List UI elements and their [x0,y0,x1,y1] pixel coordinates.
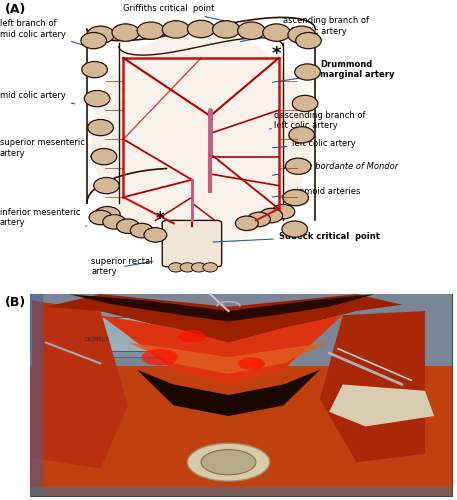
Polygon shape [128,342,329,374]
Circle shape [238,22,265,40]
Text: *: * [156,210,164,228]
Circle shape [103,214,126,229]
Circle shape [87,26,114,44]
Text: (A): (A) [5,3,26,16]
Circle shape [285,158,311,174]
Text: descending branch of
left colic artery: descending branch of left colic artery [270,110,366,130]
Circle shape [117,219,139,234]
Text: sigmoid arteries: sigmoid arteries [272,187,361,197]
Bar [59,318,219,351]
Polygon shape [69,294,375,322]
Circle shape [142,349,178,366]
Text: left branch of
mid colic artery: left branch of mid colic artery [0,20,84,46]
Circle shape [295,64,320,80]
Circle shape [292,96,318,112]
Text: ascending branch of
left colic artery: ascending branch of left colic artery [240,16,369,42]
Circle shape [289,126,314,143]
Circle shape [283,190,308,206]
Polygon shape [32,300,128,468]
Circle shape [169,262,183,272]
Text: Griffiths critical  point: Griffiths critical point [123,4,226,21]
Circle shape [82,62,107,78]
Circle shape [263,24,290,42]
Circle shape [137,22,165,40]
Text: superior rectal
artery: superior rectal artery [91,257,153,276]
Text: Arcade bordante of Mondor: Arcade bordante of Mondor [272,162,399,175]
Circle shape [248,212,271,226]
Bar [30,488,452,496]
Text: *: * [272,44,281,62]
Bar [30,294,452,370]
Text: inferior mesenteric
artery: inferior mesenteric artery [0,208,87,227]
Polygon shape [320,311,425,462]
Circle shape [238,357,265,370]
Circle shape [296,32,321,48]
Circle shape [112,24,139,42]
Text: Drummond
marginal artery: Drummond marginal artery [272,60,394,82]
Circle shape [144,228,167,242]
Polygon shape [137,370,320,416]
Circle shape [288,26,315,44]
Circle shape [91,148,117,164]
Text: superior mesenteric
artery: superior mesenteric artery [0,138,91,158]
Circle shape [260,208,282,223]
Circle shape [235,216,258,230]
Bar [30,294,43,496]
Circle shape [191,262,206,272]
Ellipse shape [91,30,311,248]
Polygon shape [101,315,343,384]
Text: Sudeck critical  point: Sudeck critical point [213,232,380,242]
Circle shape [81,32,106,48]
Circle shape [162,20,190,38]
Circle shape [178,330,206,342]
Text: OLYMPUS: OLYMPUS [85,338,110,342]
FancyBboxPatch shape [162,220,222,267]
Circle shape [213,20,240,38]
Circle shape [130,224,153,238]
Circle shape [88,120,113,136]
Circle shape [187,20,215,38]
Bar [30,366,452,496]
Bar [46,311,238,357]
Text: mid colic artery: mid colic artery [0,91,75,104]
Circle shape [201,450,256,475]
Circle shape [84,90,110,106]
Circle shape [94,178,119,194]
Text: left colic artery: left colic artery [272,139,356,148]
Circle shape [180,262,195,272]
Circle shape [187,444,270,481]
Circle shape [203,262,218,272]
Polygon shape [46,294,402,349]
Polygon shape [329,384,434,426]
Text: (B): (B) [5,296,26,310]
Circle shape [89,210,112,225]
Circle shape [282,221,308,237]
Circle shape [272,204,295,219]
Circle shape [95,206,120,222]
